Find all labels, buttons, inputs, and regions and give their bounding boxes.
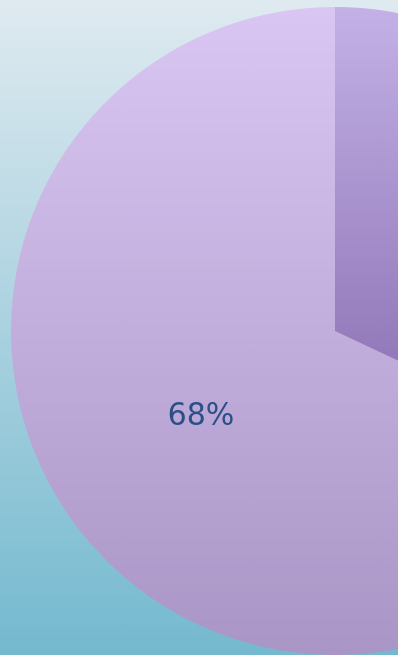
- pie-slice-2: [335, 7, 398, 361]
- pie-slice-1-label: 68%: [168, 398, 235, 433]
- pie-slices: [11, 7, 398, 655]
- pie-labels: 68%: [168, 398, 235, 433]
- pie-slice-1: [11, 7, 398, 655]
